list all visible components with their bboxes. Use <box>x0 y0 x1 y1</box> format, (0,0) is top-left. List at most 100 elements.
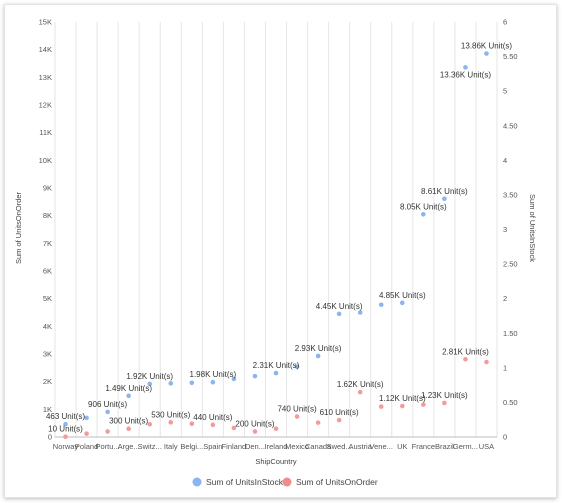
data-label: 610 Unit(s) <box>320 408 359 417</box>
data-label: 1.98K Unit(s) <box>190 370 237 379</box>
category-label: Germ... <box>453 442 478 451</box>
category-label: UK <box>397 442 407 451</box>
point-units-in-stock[interactable] <box>463 65 468 70</box>
data-label: 530 Unit(s) <box>151 410 190 419</box>
point-units-in-stock[interactable] <box>189 380 195 386</box>
left-tick-label: 12K <box>39 101 52 110</box>
category-label: Ireland <box>265 442 288 451</box>
right-axis-ticks: 0 0.50 1 1.50 2 2.50 3 3.50 4 4.50 5 5.50 6 <box>503 18 518 442</box>
point-units-on-order[interactable] <box>231 425 237 431</box>
category-label: Poland <box>75 442 98 451</box>
point-units-on-order[interactable] <box>315 420 321 425</box>
data-label: 2.31K Unit(s) <box>253 361 300 370</box>
left-tick-label: 10K <box>39 156 52 165</box>
grid-lines <box>54 22 498 438</box>
point-units-in-stock[interactable] <box>105 409 110 415</box>
data-label: 13.36K Unit(s) <box>440 70 491 79</box>
right-axis-title: Sum of UnitsInStock <box>528 194 537 262</box>
data-label: 200 Unit(s) <box>235 419 274 428</box>
right-tick-label: 5 <box>503 87 507 96</box>
point-units-on-order[interactable] <box>463 356 468 362</box>
category-label: Swed... <box>327 442 352 451</box>
data-label: 13.86K Unit(s) <box>461 42 512 51</box>
right-tick-label: 4.50 <box>503 121 518 130</box>
point-units-in-stock[interactable] <box>442 196 447 202</box>
legend-label-units-in-stock[interactable]: Sum of UnitsInStock <box>206 477 284 487</box>
point-units-on-order[interactable] <box>210 422 216 428</box>
right-tick-label: 6 <box>503 18 507 27</box>
point-units-on-order[interactable] <box>484 359 489 365</box>
category-label: Austria <box>349 442 373 451</box>
point-units-in-stock[interactable] <box>252 373 258 379</box>
left-axis-ticks: 0 1K 2K 3K 4K 5K 6K 7K 8K 9K 10K 11K 12K 13K 14K 15K <box>39 18 52 442</box>
category-label: Canada <box>305 442 332 451</box>
left-tick-label: 6K <box>43 267 52 276</box>
point-units-in-stock[interactable] <box>273 370 279 376</box>
data-label: 463 Unit(s) <box>46 412 85 421</box>
data-label: 300 Unit(s) <box>109 417 148 426</box>
point-units-on-order[interactable] <box>273 426 279 432</box>
point-units-in-stock[interactable] <box>147 381 153 387</box>
point-units-in-stock[interactable] <box>336 311 342 317</box>
point-units-in-stock[interactable] <box>315 353 321 359</box>
point-units-in-stock[interactable] <box>210 379 216 385</box>
data-label: 740 Unit(s) <box>277 405 316 414</box>
point-units-on-order[interactable] <box>357 389 363 395</box>
legend-label-units-on-order[interactable]: Sum of UnitsOnOrder <box>296 477 378 487</box>
left-tick-label: 1K <box>43 405 52 414</box>
legend-marker-units-on-order[interactable] <box>282 477 292 487</box>
point-units-on-order[interactable] <box>294 414 300 419</box>
left-tick-label: 11K <box>39 128 52 137</box>
point-units-on-order[interactable] <box>105 429 110 434</box>
data-labels: 463 Unit(s)906 Unit(s) 1.49K Unit(s) 1.92K… <box>46 42 512 434</box>
point-units-on-order[interactable] <box>147 421 153 427</box>
data-label: 10 Unit(s) <box>48 425 83 434</box>
category-label: Vene... <box>370 442 393 451</box>
point-units-on-order[interactable] <box>399 403 405 409</box>
point-units-on-order[interactable] <box>336 417 342 423</box>
right-tick-label: 3 <box>503 225 507 234</box>
category-label: Switz... <box>138 442 162 451</box>
left-tick-label: 5K <box>43 294 52 303</box>
category-label: Den... <box>245 442 265 451</box>
category-label: Italy <box>164 442 178 451</box>
left-tick-label: 14K <box>39 45 52 54</box>
data-label: 8.05K Unit(s) <box>400 202 447 211</box>
point-units-in-stock[interactable] <box>357 310 363 315</box>
point-units-in-stock[interactable] <box>168 381 174 386</box>
data-label: 1.92K Unit(s) <box>126 372 173 381</box>
point-units-in-stock[interactable] <box>294 364 300 370</box>
point-units-in-stock[interactable] <box>84 415 89 421</box>
data-label: 1.62K Unit(s) <box>337 380 384 389</box>
point-units-in-stock[interactable] <box>63 421 68 427</box>
point-units-in-stock[interactable] <box>484 51 489 56</box>
data-label: 8.61K Unit(s) <box>421 187 468 196</box>
right-tick-label: 1 <box>503 363 507 372</box>
legend-marker-units-in-stock[interactable] <box>192 477 202 487</box>
data-label: 4.85K Unit(s) <box>379 291 426 300</box>
right-tick-label: 2.50 <box>503 260 518 269</box>
point-units-in-stock[interactable] <box>378 302 384 308</box>
chart-card <box>4 4 557 498</box>
point-units-in-stock[interactable] <box>231 376 237 382</box>
point-units-on-order[interactable] <box>421 402 426 407</box>
point-units-on-order[interactable] <box>252 429 258 434</box>
point-units-in-stock[interactable] <box>421 211 426 217</box>
point-units-on-order[interactable] <box>189 421 195 427</box>
point-units-on-order[interactable] <box>126 426 131 432</box>
data-label: 1.23K Unit(s) <box>421 391 468 400</box>
right-tick-label: 2 <box>503 294 507 303</box>
point-units-on-order[interactable] <box>84 431 89 436</box>
left-tick-label: 9K <box>43 184 52 193</box>
point-units-on-order[interactable] <box>378 404 384 409</box>
data-points <box>63 51 489 440</box>
point-units-on-order[interactable] <box>63 434 68 440</box>
legend[interactable]: Sum of UnitsInStock Sum of UnitsOnOrder <box>192 477 378 487</box>
right-tick-label: 0.50 <box>503 398 518 407</box>
category-label: Belgi... <box>180 442 203 451</box>
point-units-on-order[interactable] <box>442 400 447 406</box>
point-units-in-stock[interactable] <box>399 300 405 306</box>
point-units-on-order[interactable] <box>168 420 174 425</box>
point-units-in-stock[interactable] <box>126 393 131 399</box>
